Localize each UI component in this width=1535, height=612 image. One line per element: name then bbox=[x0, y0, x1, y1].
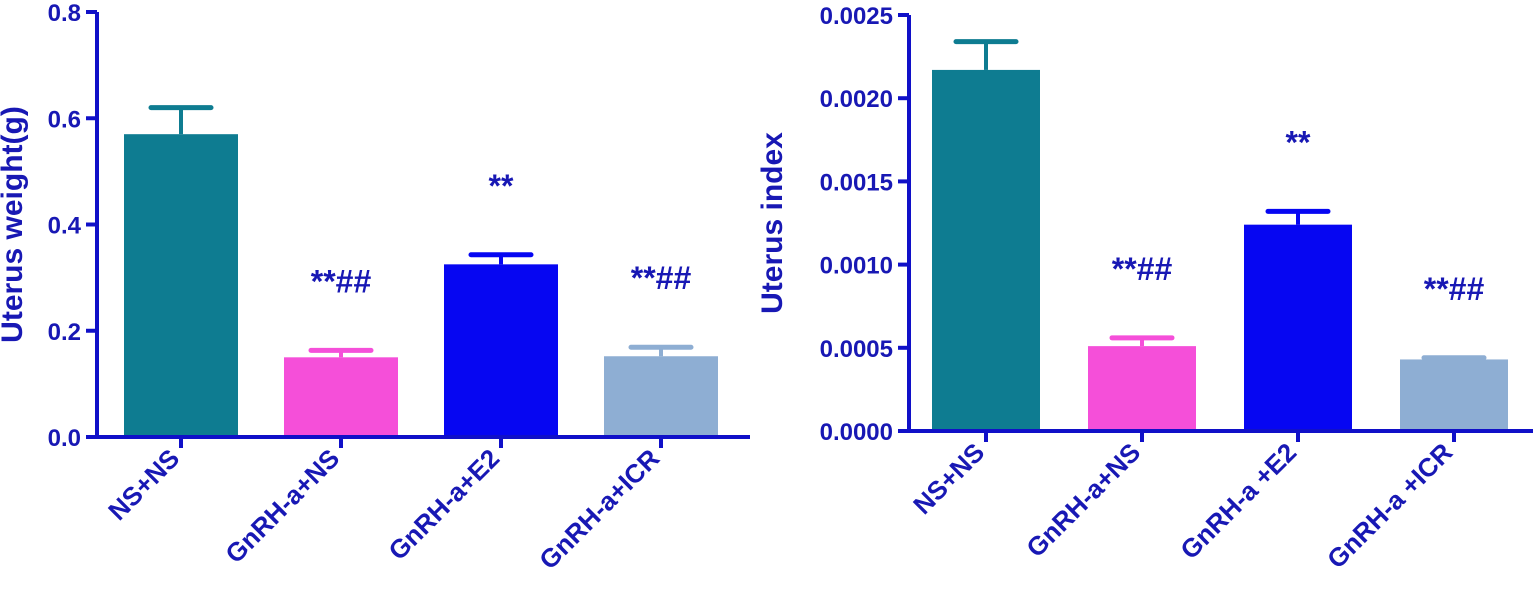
x-tick-label: GnRH-a +ICR bbox=[1321, 437, 1458, 574]
x-tick-label: GnRH-a+NS bbox=[219, 443, 345, 569]
significance-label-4: **## bbox=[631, 260, 692, 296]
x-tick-label: NS+NS bbox=[102, 443, 185, 526]
error-bar-1 bbox=[148, 105, 214, 135]
error-bar-3 bbox=[1265, 208, 1331, 225]
x-tick-label: NS+NS bbox=[907, 437, 990, 520]
y-tick-label: 0.0015 bbox=[820, 169, 893, 196]
bar-2 bbox=[284, 357, 398, 437]
bar-3 bbox=[1244, 224, 1352, 431]
x-tick-label: GnRH-a+NS bbox=[1020, 437, 1146, 563]
y-tick-label: 0.0025 bbox=[820, 3, 893, 30]
y-tick-label: 0.2 bbox=[48, 319, 81, 346]
bar-4 bbox=[1400, 359, 1508, 431]
significance-label-2: **## bbox=[311, 263, 372, 299]
y-tick-label: 0.8 bbox=[48, 0, 81, 27]
x-tick-label: GnRH-a+E2 bbox=[382, 443, 505, 566]
y-tick-label: 0.0005 bbox=[820, 336, 893, 363]
x-tick-label: GnRH-a +E2 bbox=[1174, 437, 1302, 565]
x-tick-label: GnRH-a+ICR bbox=[533, 443, 665, 575]
bar-2 bbox=[1088, 346, 1196, 431]
significance-label-3: ** bbox=[489, 168, 514, 204]
bar-4 bbox=[604, 356, 718, 437]
error-bar-1 bbox=[953, 39, 1019, 70]
y-tick-label: 0.0000 bbox=[820, 419, 893, 446]
y-axis-label: Uterus weight(g) bbox=[0, 106, 29, 343]
y-tick-label: 0.4 bbox=[48, 213, 82, 240]
error-bar-4 bbox=[628, 344, 694, 357]
chart-1: **## ** **## 0.0 0.2 0.4 0.6 0.8 NS+NS GnRH-a+NS G… bbox=[0, 0, 750, 575]
significance-label-4: **## bbox=[1424, 271, 1485, 307]
y-tick-label: 0.0020 bbox=[820, 86, 893, 113]
bar-1 bbox=[124, 134, 238, 437]
chart-2: **## ** **## 0.0000 0.0005 0.0010 0.0015 0.0020… bbox=[756, 3, 1533, 574]
bar-3 bbox=[444, 264, 558, 437]
significance-label-3: ** bbox=[1286, 124, 1311, 160]
significance-label-2: **## bbox=[1112, 251, 1173, 287]
y-tick-label: 0.0010 bbox=[820, 253, 893, 280]
y-axis-label: Uterus index bbox=[756, 132, 789, 314]
y-tick-label: 0.0 bbox=[48, 425, 81, 452]
error-bar-2 bbox=[308, 347, 374, 358]
error-bar-2 bbox=[1109, 335, 1175, 347]
bar-1 bbox=[932, 69, 1040, 432]
error-bar-4 bbox=[1421, 355, 1487, 361]
error-bar-3 bbox=[468, 252, 534, 265]
y-tick-label: 0.6 bbox=[48, 106, 81, 133]
